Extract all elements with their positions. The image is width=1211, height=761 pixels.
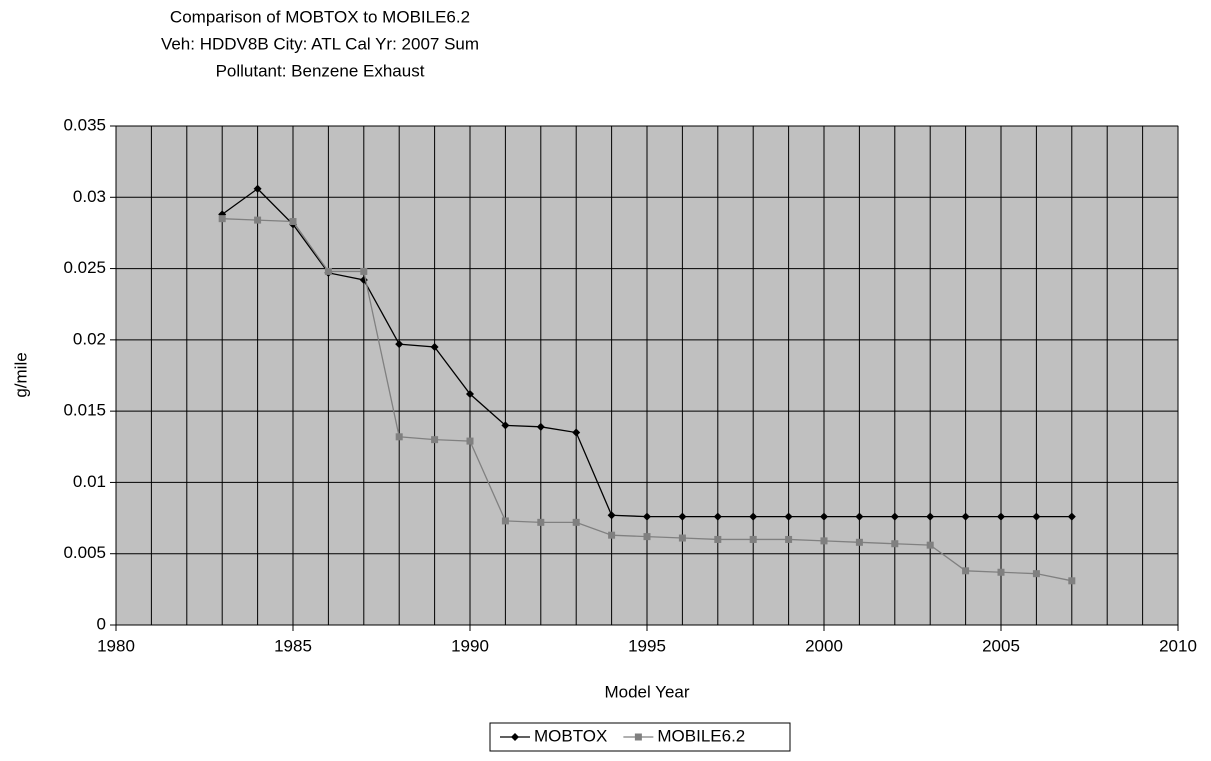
y-tick-label: 0 [97,614,106,633]
marker [749,512,758,521]
marker [820,537,828,545]
legend-label: MOBILE6.2 [657,726,745,745]
marker [820,512,828,521]
marker [466,437,474,445]
y-tick-label: 0.01 [73,472,106,491]
marker [997,512,1005,521]
marker [572,518,580,526]
marker [537,518,545,526]
marker [1068,577,1076,585]
marker [891,540,899,548]
y-tick-label: 0.015 [63,401,106,420]
marker [643,512,651,521]
x-tick-label: 1995 [628,636,666,655]
marker [926,541,934,549]
marker [855,538,863,546]
x-tick-label: 1990 [451,636,489,655]
marker [254,216,262,224]
y-tick-label: 0.005 [63,543,106,562]
marker [678,512,687,521]
marker [926,512,935,521]
legend-marker [634,733,642,741]
x-tick-label: 2010 [1159,636,1197,655]
marker [501,517,509,525]
marker [785,535,793,543]
y-tick-label: 0.03 [73,187,106,206]
y-tick-label: 0.025 [63,258,106,277]
marker [890,512,899,521]
marker [997,568,1005,576]
x-tick-label: 2005 [982,636,1020,655]
chart-title: Veh: HDDV8B City: ATL Cal Yr: 2007 Sum [161,34,479,53]
marker [289,218,297,226]
marker [395,433,403,441]
marker [572,428,581,437]
marker [395,340,404,349]
marker [608,531,616,539]
marker [360,267,368,275]
marker [1032,512,1041,521]
y-tick-label: 0.02 [73,329,106,348]
chart-title: Pollutant: Benzene Exhaust [216,61,425,80]
x-tick-label: 2000 [805,636,843,655]
marker [607,511,616,520]
marker [466,390,474,399]
marker [855,512,864,521]
legend-label: MOBTOX [534,726,607,745]
marker [501,421,510,430]
marker [1067,512,1076,521]
y-tick-label: 0.035 [63,115,106,134]
marker [784,512,793,521]
chart-title: Comparison of MOBTOX to MOBILE6.2 [170,7,470,26]
marker [431,436,439,444]
x-tick-label: 1980 [97,636,135,655]
marker [713,512,722,521]
marker [1032,570,1040,578]
marker [643,533,651,541]
legend-marker [511,733,519,741]
marker [324,267,332,275]
marker [962,567,970,575]
x-tick-label: 1985 [274,636,312,655]
marker [749,535,757,543]
y-axis-label: g/mile [11,352,30,397]
marker [218,215,226,223]
marker [678,534,686,542]
marker [430,342,439,351]
marker [253,184,262,193]
marker [714,535,722,543]
marker [961,512,970,521]
x-axis-label: Model Year [604,682,689,701]
marker [536,422,545,431]
